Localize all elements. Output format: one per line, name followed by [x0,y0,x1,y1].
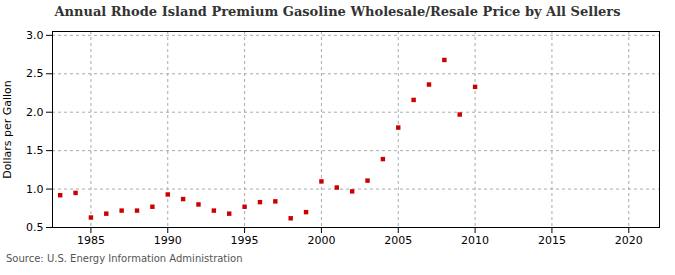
svg-text:Dollars per Gallon: Dollars per Gallon [1,80,14,179]
svg-text:2005: 2005 [384,234,412,247]
svg-text:1990: 1990 [154,234,182,247]
svg-text:2.0: 2.0 [26,106,44,119]
svg-text:2015: 2015 [538,234,566,247]
svg-text:1.5: 1.5 [26,144,44,157]
svg-text:2.5: 2.5 [26,67,44,80]
svg-text:1985: 1985 [77,234,105,247]
svg-text:1995: 1995 [231,234,259,247]
svg-text:2000: 2000 [307,234,335,247]
svg-text:3.0: 3.0 [26,29,44,42]
html-text:Annual Rhode Island Premium Ga: Annual Rhode Island Premium Gasoline Who… [54,4,621,19]
svg-text:0.5: 0.5 [26,221,44,234]
svg-text:2020: 2020 [615,234,643,247]
html-text:Source: U.S. Energy Informatio: Source: U.S. Energy Information Administ… [6,253,243,264]
svg-text:1.0: 1.0 [26,183,44,196]
svg-text:2010: 2010 [461,234,489,247]
